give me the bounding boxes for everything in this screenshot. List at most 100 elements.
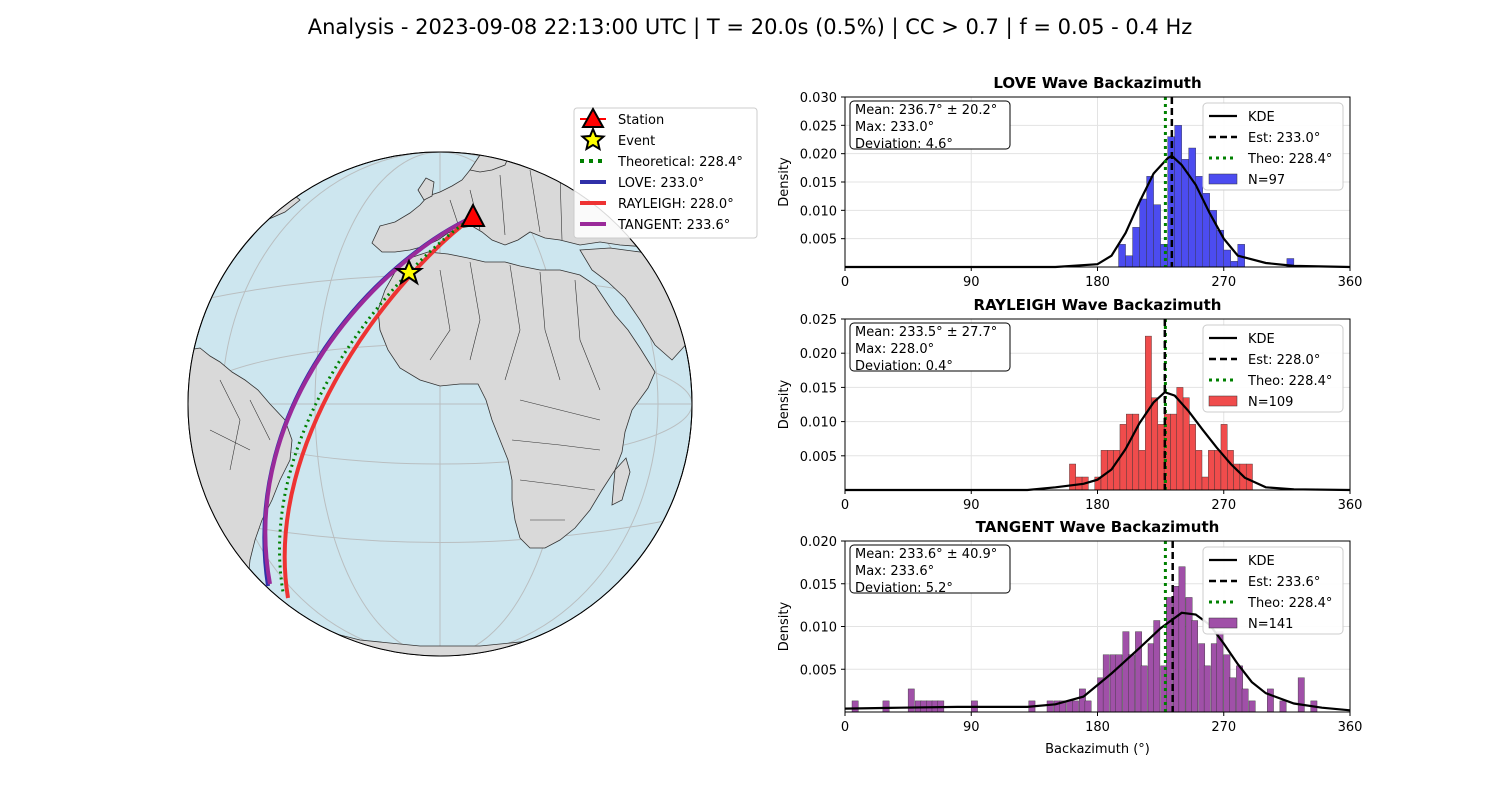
kde-line [844,611,1351,712]
land-britain [417,177,435,201]
histogram-bar [1153,204,1161,268]
x-tick-label: 0 [841,720,849,735]
stats-line: Max: 233.6° [855,564,934,579]
histogram-bar [1279,700,1287,713]
y-tick-label: 0.005 [800,450,837,465]
histogram-bar [1210,643,1218,713]
histogram-bar [1201,476,1209,491]
path-rayleigh [282,215,475,599]
x-tick-label: 180 [1085,720,1110,735]
legend-2-label: Theoretical: 228.4° [617,155,743,170]
legend-label: Est: 233.0° [1248,131,1320,146]
histogram-bar [1181,159,1189,268]
x-tick-label: 90 [963,498,980,513]
histogram-bar [1198,643,1206,713]
panel-legend: KDE Est: 233.6° Theo: 228.4° N=141 [1202,546,1344,635]
panel-love: LOVE Wave Backazimuth 0 90 180 270 360 0.005 0.… [777,74,1362,290]
histogram-bar [851,700,859,713]
y-tick-label: 0.030 [800,91,837,106]
histogram-bar [1214,450,1222,491]
x-tick-label: 360 [1338,498,1363,513]
path-tangent [263,215,474,585]
histogram [851,566,1318,713]
stats-box: Mean: 233.5° ± 27.7° Max: 228.0° Deviation… [849,322,1011,374]
panel-title: RAYLEIGH Wave Backazimuth [974,296,1222,314]
histogram-bar [1138,450,1146,491]
x-tick-label: 270 [1211,720,1236,735]
y-tick-label: 0.010 [800,621,837,636]
stats-line: Deviation: 4.6° [855,137,953,152]
histogram-bar [1241,688,1249,713]
histogram [1118,125,1295,268]
histogram-bar [1173,586,1180,713]
stats-line: Deviation: 0.4° [855,359,953,374]
y-axis-label: Density [777,601,792,651]
stats-box: Mean: 233.6° ± 40.9° Max: 233.6° Deviation… [849,544,1011,596]
panel-rayleigh: RAYLEIGH Wave Backazimuth 0 90 180 270 360 0.0… [777,296,1362,513]
histogram-bar [1122,631,1130,713]
histogram-bar [1230,261,1238,268]
histogram-bar [1297,677,1305,713]
histogram-bar [1195,450,1203,491]
histogram-bar [1079,688,1086,713]
land-africa [377,251,656,549]
x-axis-label: Backazimuth (°) [1045,742,1150,757]
stats-box-frame [849,100,1011,150]
x-tick-label: 180 [1085,275,1110,290]
histogram-bar [1157,424,1165,491]
y-tick-label: 0.020 [800,535,837,550]
y-axis-label: Density [777,157,792,207]
legend-1-label: Event [618,134,655,149]
histogram-bar [1139,198,1147,268]
x-tick-label: 0 [841,498,849,513]
stats-line: Max: 233.0° [855,120,934,135]
histogram-bar [1160,244,1168,268]
histogram-bar [1135,631,1142,713]
histogram-bar [1178,566,1186,713]
legend-label: N=109 [1248,395,1293,410]
station-marker [460,202,486,227]
y-tick-label: 0.025 [800,119,837,134]
histogram-bar [1229,677,1236,713]
legend-label: N=97 [1248,173,1285,188]
x-tick-label: 90 [963,720,980,735]
legend-label: N=141 [1248,617,1293,632]
histogram-bar [1174,125,1182,268]
y-axis-label: Density [777,379,792,429]
histogram-bar [1066,700,1074,713]
histogram-bar [1109,654,1117,713]
legend-label: Theo: 228.4° [1247,374,1332,389]
histogram-bar [1118,244,1126,268]
legend-0-label: Station [618,113,664,128]
kde-line [845,390,1351,492]
x-tick-label: 180 [1085,498,1110,513]
y-tick-label: 0.025 [800,313,837,328]
histogram-bar [1046,700,1054,713]
histogram-bar [1113,450,1121,491]
histogram-bar [1170,413,1177,491]
legend-label: Theo: 228.4° [1247,596,1332,611]
panel-legend: KDE Est: 233.0° Theo: 228.4° N=97 [1202,102,1344,191]
paths [262,215,475,599]
histogram-bar [1267,688,1274,713]
stats-line: Mean: 236.7° ± 20.2° [855,103,997,118]
y-tick-label: 0.015 [800,578,837,593]
legend-label: KDE [1248,554,1275,569]
y-tick-label: 0.015 [800,176,837,191]
land-madagascar [611,457,631,506]
stats-line: Mean: 233.6° ± 40.9° [855,547,997,562]
panel-title: LOVE Wave Backazimuth [993,74,1201,92]
histogram-bar [1203,665,1211,713]
histogram-panels: LOVE Wave Backazimuth 0 90 180 270 360 0.005 0.… [777,74,1362,757]
y-tick-label: 0.005 [800,663,837,678]
histogram-bar [1125,255,1133,268]
panel-legend: KDE Est: 228.0° Theo: 228.4° N=109 [1202,324,1344,413]
histogram-bar [1189,424,1196,491]
panel-legend-frame [1202,102,1344,191]
histogram-bar [1236,665,1243,713]
legend-hist-swatch [1208,395,1238,407]
event-marker [393,258,425,286]
x-tick-label: 360 [1338,275,1363,290]
stats-line: Max: 228.0° [855,342,934,357]
x-tick-label: 0 [841,275,849,290]
